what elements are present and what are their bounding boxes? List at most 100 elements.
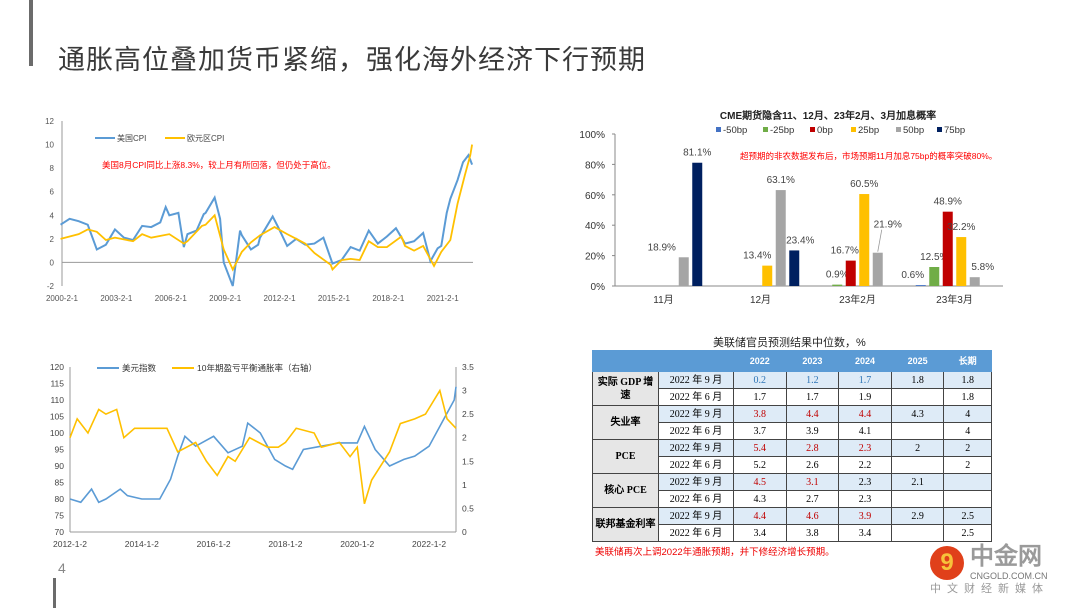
table-row: 实际 GDP 增速 2022 年 9 月 0.2 1.2 1.7 1.8 1.8 <box>592 371 992 406</box>
table-cell: 2022 年 6 月 <box>658 456 734 474</box>
table-cell: 2022 年 9 月 <box>658 507 734 525</box>
table-cell: 2 <box>943 456 992 474</box>
y-tick-label: 85 <box>55 478 65 488</box>
y-tick-label: 70 <box>55 527 65 537</box>
table-cell: 3.9 <box>838 507 892 525</box>
series-line-1 <box>69 388 457 504</box>
y-tick-label: -2 <box>47 282 55 291</box>
bar <box>942 211 953 286</box>
y-tick-label: 12 <box>45 117 54 126</box>
table-cell: 4 <box>943 422 992 440</box>
watermark-logo: 9 中金网 CNGOLD.COM.CN 中文财经新媒体 <box>930 544 1078 597</box>
header-cell <box>592 350 734 372</box>
data-label: 12.5% <box>920 252 948 263</box>
table-cell: 2.3 <box>838 439 892 457</box>
y-tick-label: 100% <box>579 130 605 141</box>
y-tick-label: 0% <box>591 282 606 293</box>
table-cell: 5.4 <box>733 439 787 457</box>
table-cell: 5.2 <box>733 456 787 474</box>
table-cell: 1.8 <box>890 371 945 389</box>
header-cell: 长期 <box>943 350 992 372</box>
x-tick-label: 2000-2-1 <box>46 294 79 303</box>
y-tick-label: 90 <box>55 461 65 471</box>
y-tick-label: 0 <box>50 258 55 267</box>
table-title: 美联储官员预测结果中位数，% <box>713 337 866 349</box>
table-cell: 3.4 <box>838 524 892 542</box>
bar <box>775 190 786 286</box>
table-row: PCE 2022 年 9 月 5.4 2.8 2.3 2 2 <box>592 439 992 474</box>
data-label: 81.1% <box>683 148 711 159</box>
y-tick-label: 75 <box>55 511 65 521</box>
series-line-1 <box>60 144 473 272</box>
bar <box>915 285 926 286</box>
logo-icon: 9 <box>930 546 964 580</box>
legend-label: -50bp <box>723 125 747 136</box>
legend-swatch <box>810 127 815 132</box>
bar <box>789 250 800 286</box>
table-cell: 4.4 <box>733 507 787 525</box>
x-tick-label: 2009-2-1 <box>209 294 242 303</box>
table-cell: 1.7 <box>838 371 892 389</box>
table-header-row: 2022 2023 2024 2025 长期 <box>592 350 992 372</box>
data-label: 21.9% <box>874 220 902 231</box>
table-cell: 2022 年 6 月 <box>658 524 734 542</box>
x-tick-label: 2018-2-1 <box>372 294 405 303</box>
table-cell: 0.2 <box>733 371 787 389</box>
table-cell <box>890 524 945 542</box>
legend-label: 美国CPI <box>117 133 146 143</box>
table-cell: 4.1 <box>838 422 892 440</box>
table-cell: 2.5 <box>943 507 992 525</box>
y-right-tick-label: 0 <box>462 527 467 537</box>
table-cell: 2022 年 9 月 <box>658 439 734 457</box>
y-right-tick-label: 1.5 <box>462 456 474 466</box>
bar <box>762 265 773 286</box>
y-tick-label: 60% <box>585 191 605 202</box>
header-cell: 2022 <box>733 350 787 372</box>
table-cell: 3.8 <box>733 405 787 423</box>
legend-label: 50bp <box>903 125 924 136</box>
y-right-tick-label: 2.5 <box>462 409 474 419</box>
y-tick-label: 10 <box>45 141 54 150</box>
bar <box>956 237 967 286</box>
table-cell: 1.9 <box>838 388 892 406</box>
table-note: 美联储再次上调2022年通胀预期，并下修经济增长预期。 <box>595 547 835 558</box>
x-tick-label: 2014-1-2 <box>125 539 159 549</box>
table-cell <box>890 456 945 474</box>
x-tick-label: 2020-1-2 <box>340 539 374 549</box>
header-cell: 2025 <box>890 350 945 372</box>
x-tick-label: 2012-2-1 <box>264 294 297 303</box>
chart-title: CME期货隐含11、12月、23年2月、3月加息概率 <box>720 109 936 122</box>
x-tick-label: 2003-2-1 <box>100 294 133 303</box>
x-tick-label: 2018-1-2 <box>268 539 302 549</box>
bar <box>929 267 940 286</box>
table-cell: 2022 年 9 月 <box>658 371 734 389</box>
y-tick-label: 2 <box>50 235 55 244</box>
legend-label: 75bp <box>944 125 965 136</box>
x-tick-label: 2006-2-1 <box>155 294 188 303</box>
fed-projection-table: 2022 2023 2024 2025 长期 实际 GDP 增速 2022 年 9 月 0.2… <box>592 350 992 542</box>
table-cell: 3.4 <box>733 524 787 542</box>
data-label: 60.5% <box>850 179 878 190</box>
x-tick-label: 11月 <box>653 294 673 306</box>
table-cell: 1.2 <box>785 371 840 389</box>
table-cell: 2 <box>890 439 945 457</box>
page-number: 4 <box>58 560 66 576</box>
table-cell: 4.5 <box>733 473 787 491</box>
table-cell: 2022 年 6 月 <box>658 388 734 406</box>
table-cell: 2.5 <box>943 524 992 542</box>
legend-label: 0bp <box>817 125 833 136</box>
y-tick-label: 100 <box>50 428 64 438</box>
series-line-0 <box>69 386 457 504</box>
leader-line <box>877 229 883 252</box>
header-cell: 2023 <box>785 350 840 372</box>
table-cell: 2022 年 9 月 <box>658 405 734 423</box>
legend-swatch <box>851 127 856 132</box>
x-tick-label: 12月 <box>750 294 771 306</box>
y-tick-label: 4 <box>50 211 55 220</box>
table-cell: 2.2 <box>838 456 892 474</box>
y-tick-label: 105 <box>50 412 64 422</box>
bar <box>872 252 883 286</box>
page-title: 通胀高位叠加货币紧缩，强化海外经济下行预期 <box>58 45 646 75</box>
